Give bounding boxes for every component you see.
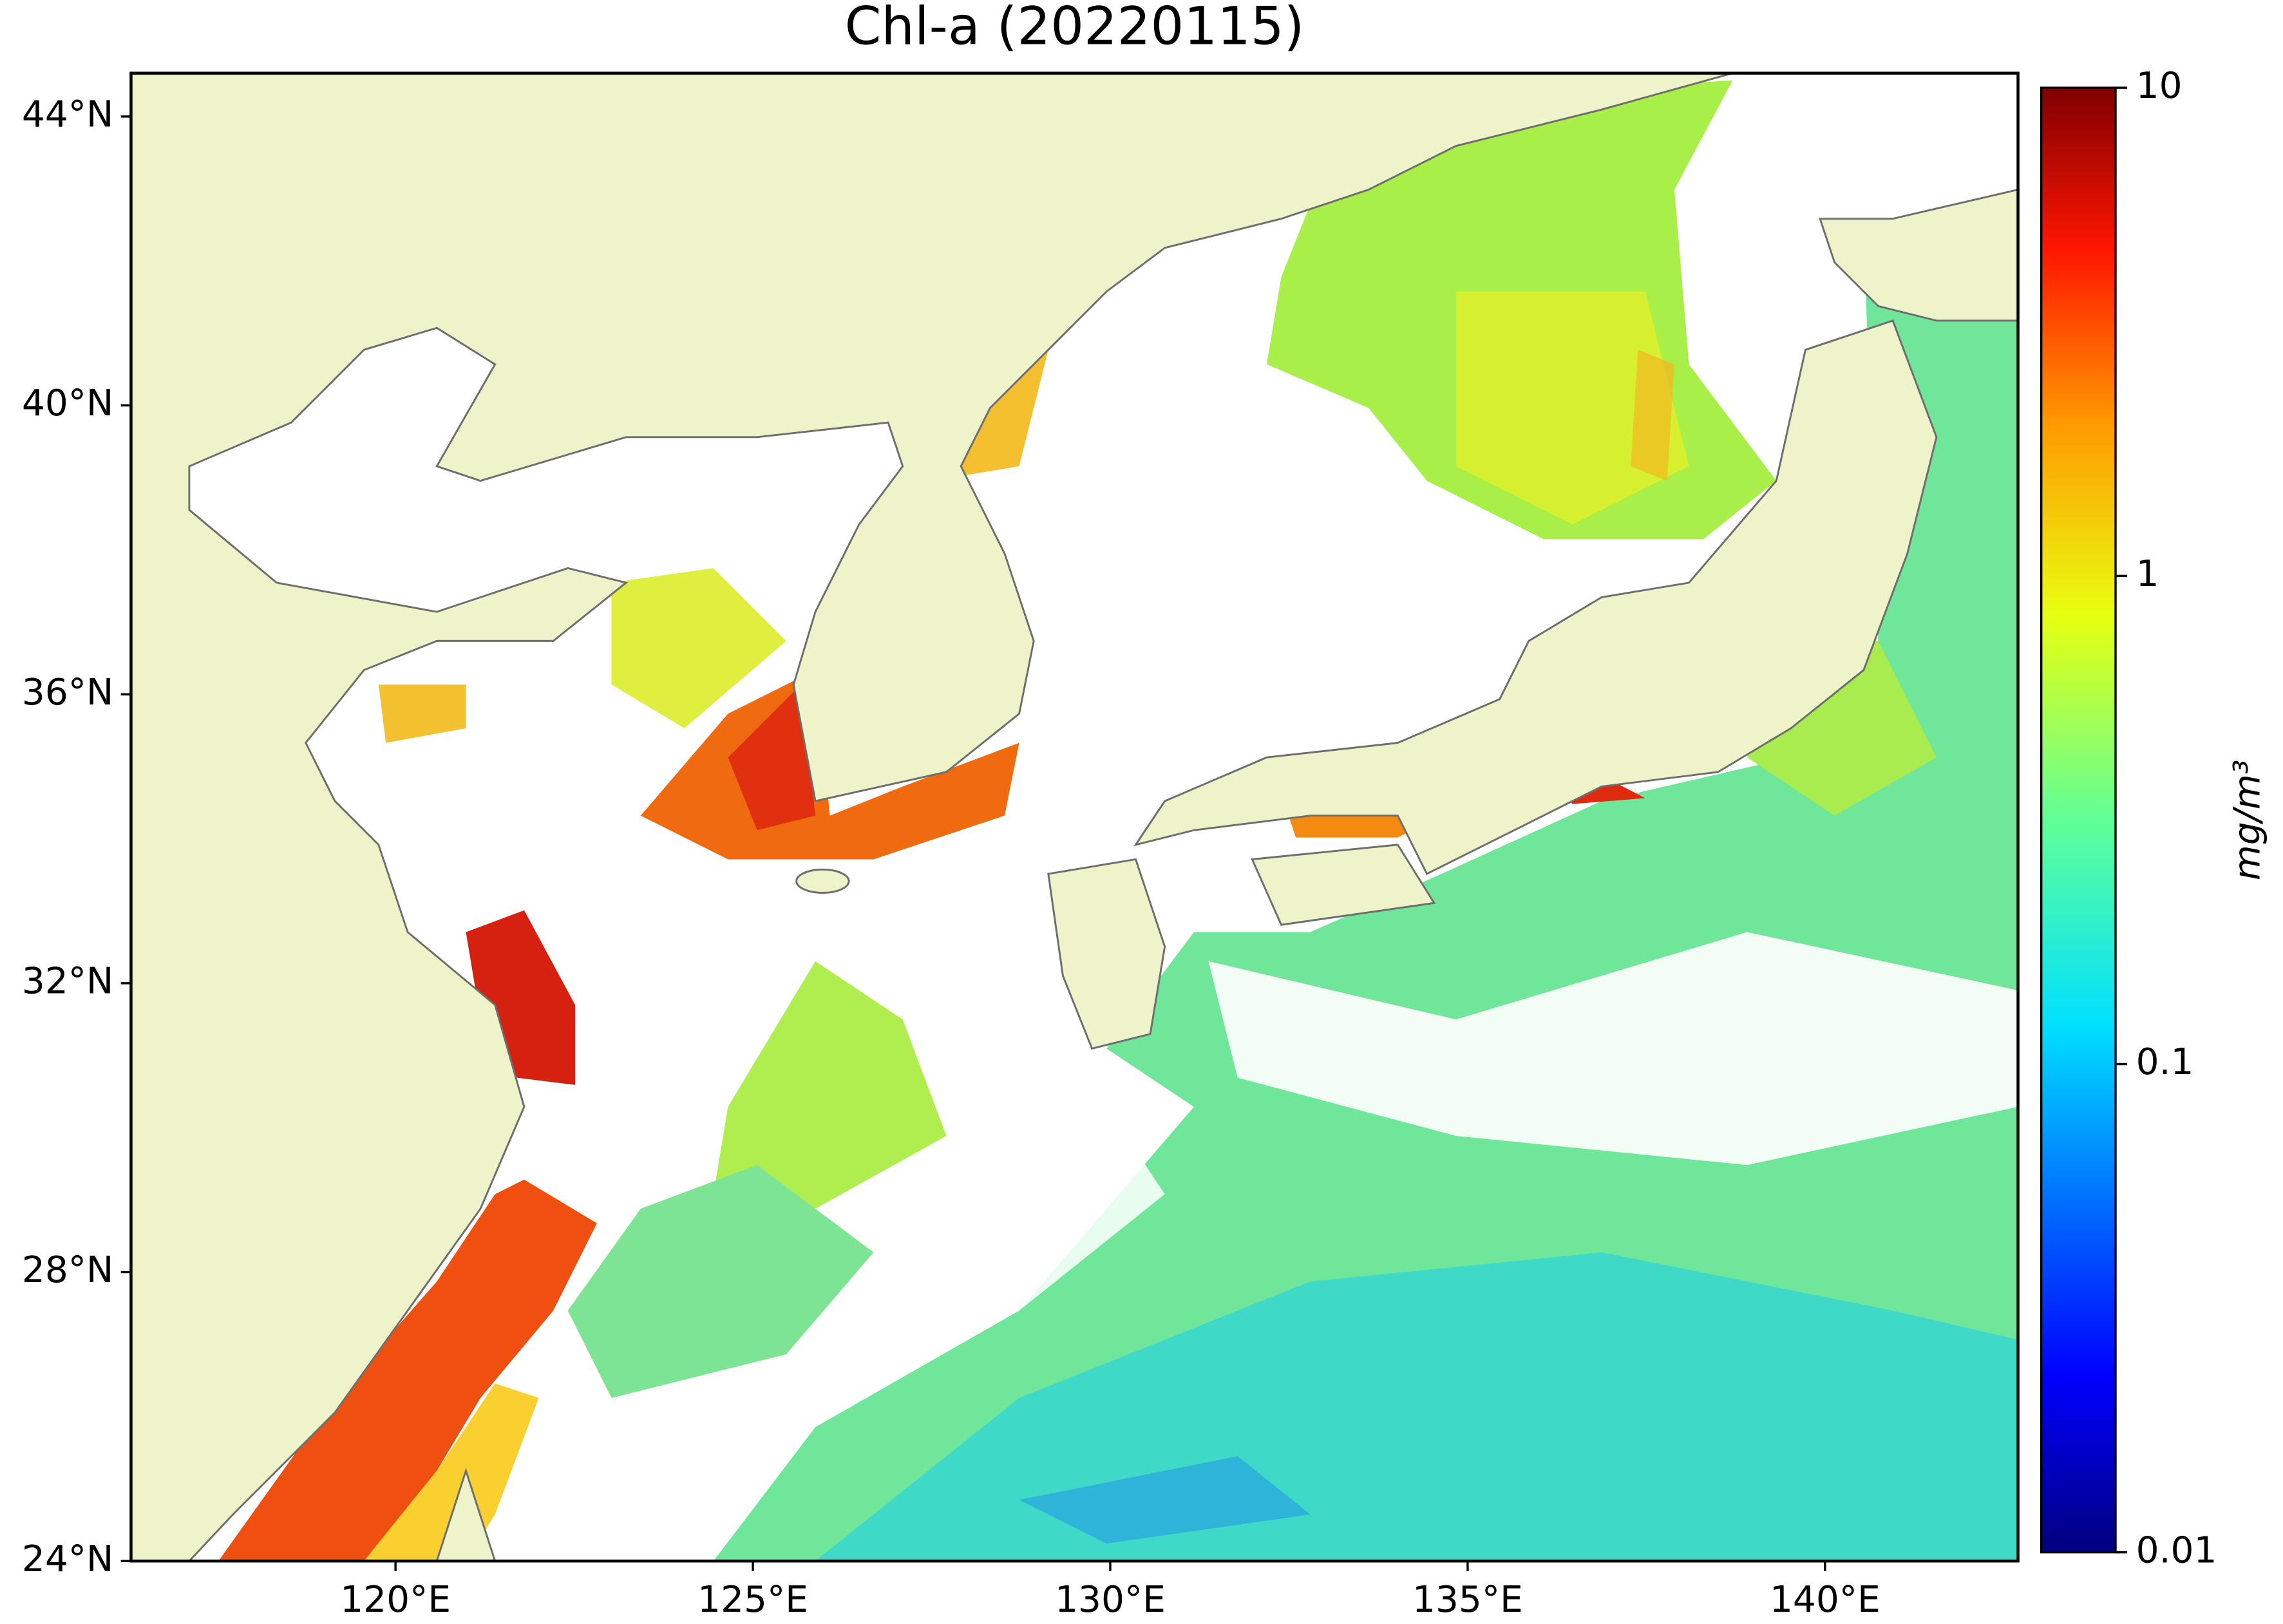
x-tick-label: 135°E (1412, 1579, 1523, 1621)
taiwan (435, 1468, 497, 1562)
sea-of-japan-patch (1455, 291, 1689, 525)
y-tick-label: 44°N (22, 94, 113, 136)
title: Chl-a (20220115) (845, 0, 1305, 57)
y-tick-label: 40°N (22, 382, 113, 424)
colorbar-tick-label: 0.01 (2136, 1529, 2217, 1571)
land (131, 73, 2018, 1562)
cloud (699, 1106, 1165, 1457)
shikoku (1251, 844, 1436, 926)
ecs-patch (567, 1165, 874, 1398)
yellow-sea-patch (378, 685, 466, 743)
colorbar-tick-label: 10 (2136, 65, 2183, 107)
map-frame (129, 71, 2020, 1563)
colorbar-label: mg/m³ (2227, 760, 2269, 881)
colorbar (2040, 86, 2117, 1554)
kyushu (1047, 858, 1166, 1050)
colorbar-tick-label: 1 (2136, 553, 2159, 595)
y-tick-label: 28°N (22, 1249, 113, 1291)
colorbar-tick-label: 0.1 (2136, 1041, 2194, 1083)
y-tick-label: 24°N (22, 1538, 113, 1580)
x-tick-label: 140°E (1770, 1579, 1880, 1621)
cloud (1208, 932, 2018, 1166)
korea-coast-patch (640, 670, 1019, 860)
yellow-sea-patch (611, 568, 786, 729)
zhejiang-fujian-patch (218, 1179, 597, 1562)
x-tick-label: 130°E (1055, 1579, 1166, 1621)
y-tick-label: 36°N (22, 672, 113, 713)
korea-coast-patch (728, 685, 816, 831)
front-patch (1631, 350, 1674, 481)
asia-mainland (131, 73, 1733, 1562)
jeju (795, 868, 850, 894)
taiwan-strait-patch (364, 1383, 539, 1562)
honshu (1133, 319, 1938, 876)
y-tick-label: 32°N (22, 961, 113, 1003)
x-tick-label: 120°E (340, 1579, 451, 1621)
chl-imagery (218, 80, 2018, 1562)
oligotrophic-patch (1019, 1456, 1311, 1544)
x-tick-label: 125°E (697, 1579, 808, 1621)
hokkaido (1819, 188, 2018, 322)
map (131, 73, 2018, 1562)
yangtze-patch (466, 910, 576, 1085)
pacific-patch (713, 218, 2018, 1562)
ecs-patch (713, 961, 947, 1209)
